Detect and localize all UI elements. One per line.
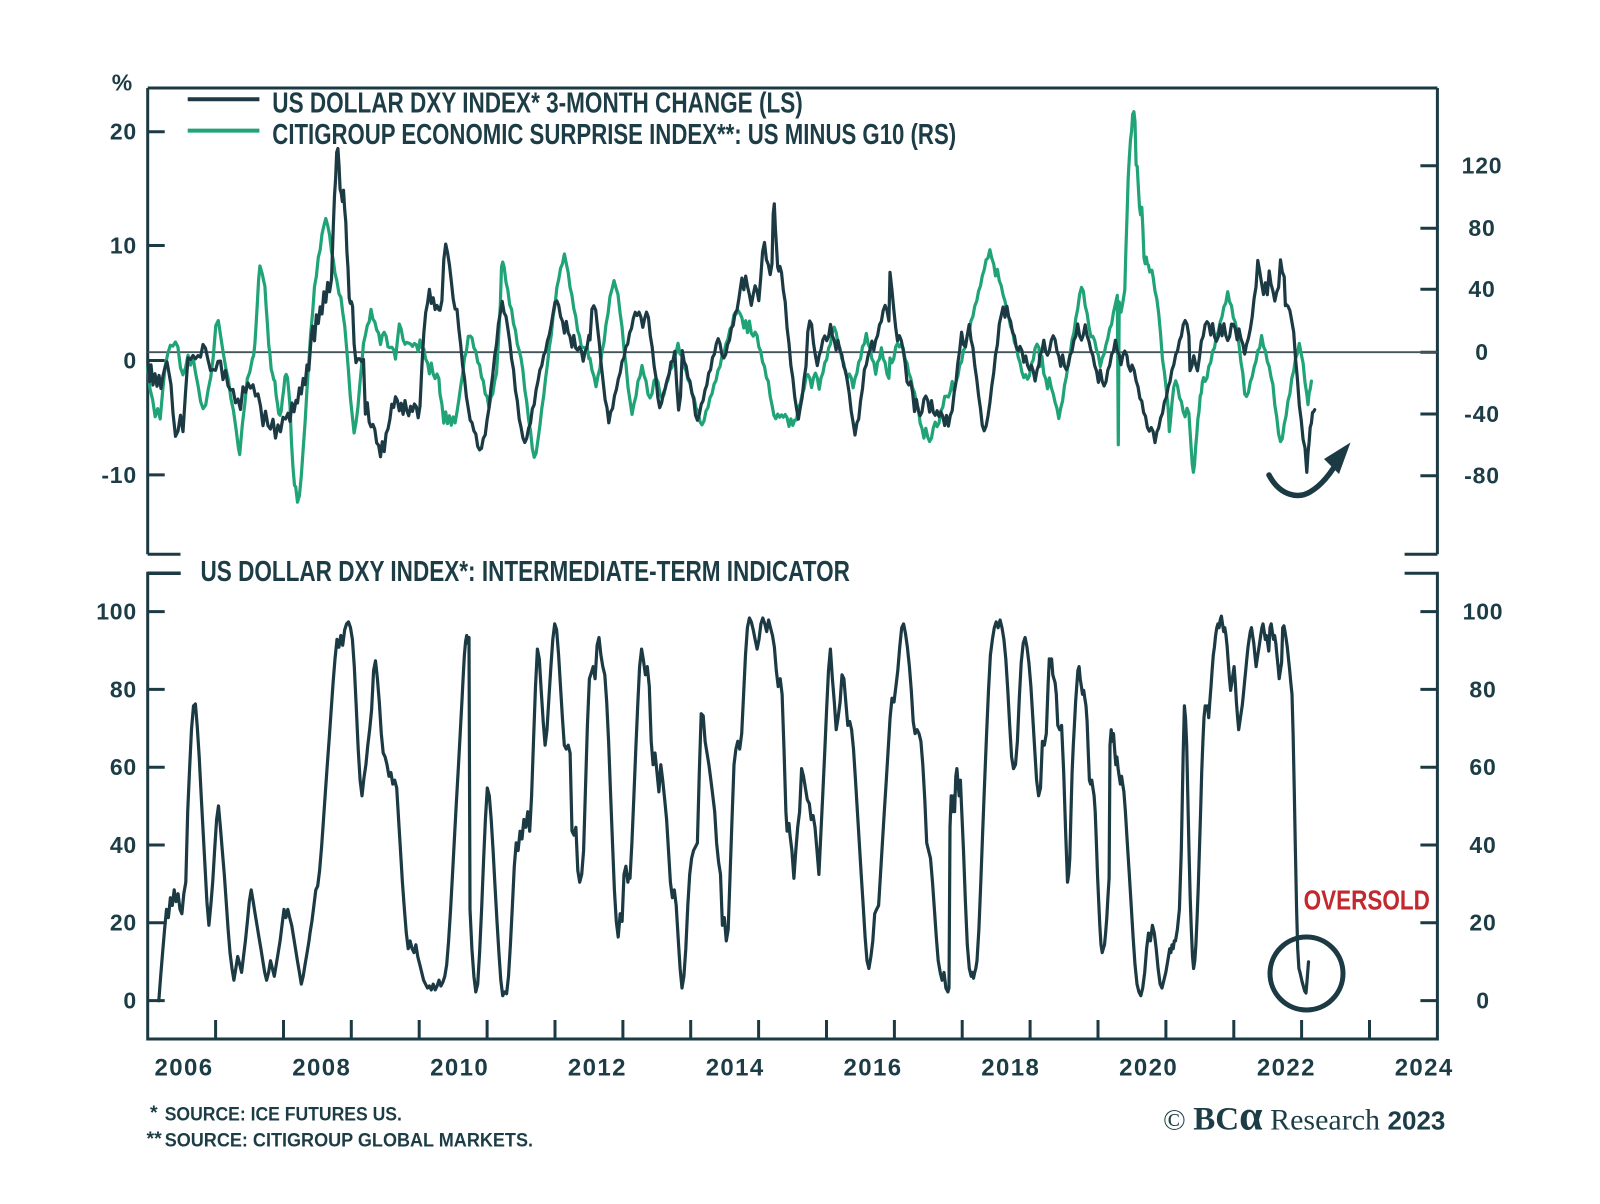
svg-text:40: 40: [1469, 832, 1496, 858]
svg-text:US DOLLAR DXY INDEX* 3-MONTH C: US DOLLAR DXY INDEX* 3-MONTH CHANGE (LS): [272, 88, 802, 119]
svg-text:0: 0: [123, 347, 137, 373]
svg-text:40: 40: [110, 832, 137, 858]
svg-text:2006: 2006: [155, 1054, 214, 1081]
svg-text:2014: 2014: [706, 1054, 765, 1081]
svg-text:SOURCE: ICE FUTURES US.: SOURCE: ICE FUTURES US.: [165, 1103, 402, 1125]
svg-text:10: 10: [110, 232, 137, 258]
svg-text:80: 80: [1468, 215, 1495, 241]
svg-text:60: 60: [110, 754, 137, 780]
svg-text:0: 0: [1475, 339, 1489, 365]
svg-text:100: 100: [1463, 599, 1504, 625]
svg-text:2024: 2024: [1395, 1054, 1454, 1081]
svg-text:-40: -40: [1464, 401, 1500, 427]
svg-text:0: 0: [1476, 988, 1490, 1014]
svg-text:2012: 2012: [568, 1054, 627, 1081]
svg-text:-80: -80: [1464, 463, 1500, 489]
svg-text:SOURCE: CITIGROUP GLOBAL MARKE: SOURCE: CITIGROUP GLOBAL MARKETS.: [165, 1129, 533, 1151]
svg-text:%: %: [112, 70, 132, 96]
svg-text:120: 120: [1462, 153, 1503, 179]
svg-text:-10: -10: [101, 462, 137, 488]
svg-text:2016: 2016: [844, 1054, 903, 1081]
svg-text:2022: 2022: [1257, 1054, 1316, 1081]
svg-text:2008: 2008: [292, 1054, 351, 1081]
svg-text:20: 20: [1469, 910, 1496, 936]
svg-text:*: *: [150, 1102, 158, 1124]
svg-text:80: 80: [110, 676, 137, 702]
svg-text:0: 0: [123, 988, 137, 1014]
svg-text:US DOLLAR DXY INDEX*: INTERMED: US DOLLAR DXY INDEX*: INTERMEDIATE-TERM …: [201, 557, 851, 588]
svg-text:**: **: [147, 1128, 163, 1150]
svg-text:CITIGROUP ECONOMIC SURPRISE IN: CITIGROUP ECONOMIC SURPRISE INDEX**: US …: [272, 119, 956, 150]
svg-text:80: 80: [1469, 676, 1496, 702]
svg-text:20: 20: [110, 119, 137, 145]
svg-text:2010: 2010: [430, 1054, 489, 1081]
svg-text:2018: 2018: [981, 1054, 1040, 1081]
svg-text:OVERSOLD: OVERSOLD: [1304, 885, 1430, 916]
svg-text:40: 40: [1468, 276, 1495, 302]
svg-text:60: 60: [1469, 754, 1496, 780]
svg-text:100: 100: [96, 599, 137, 625]
svg-text:2020: 2020: [1119, 1054, 1178, 1081]
svg-text:20: 20: [110, 910, 137, 936]
